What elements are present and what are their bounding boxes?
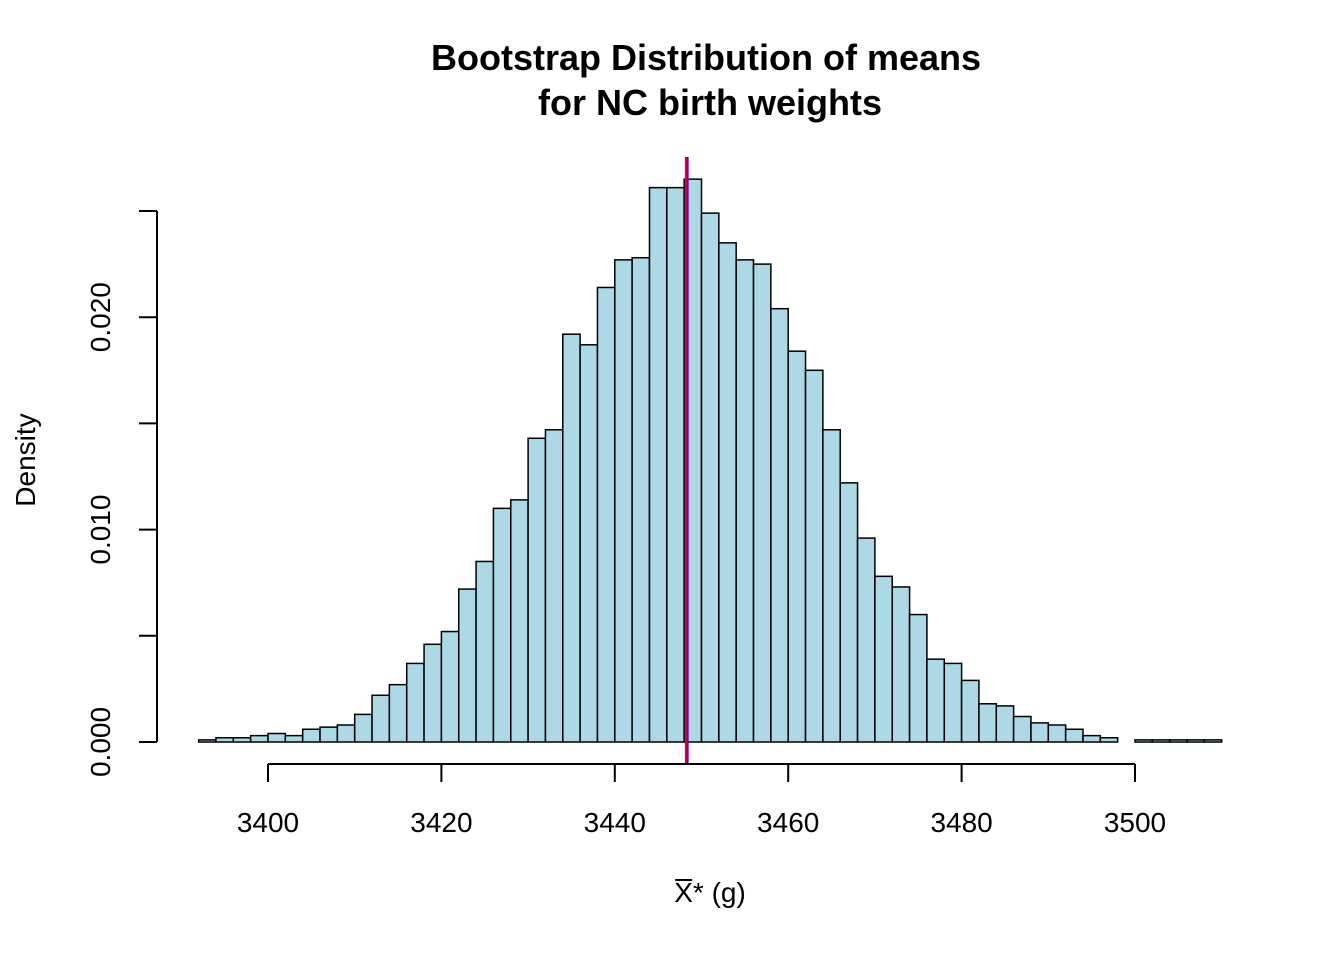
histogram-bar bbox=[943, 662, 963, 743]
reference-lines bbox=[684, 157, 689, 764]
chart-title-line-2: for NC birth weights bbox=[538, 82, 882, 123]
histogram-bar bbox=[1099, 737, 1119, 743]
histogram-bar bbox=[960, 679, 980, 743]
histogram-bar bbox=[995, 705, 1015, 743]
histogram-bar bbox=[475, 560, 495, 743]
histogram-bar bbox=[978, 703, 998, 743]
histogram-bar bbox=[596, 286, 616, 743]
histogram-bar bbox=[787, 350, 807, 743]
histogram-bar bbox=[631, 256, 651, 743]
histogram-bar bbox=[1012, 715, 1032, 743]
histogram-bar bbox=[856, 537, 876, 743]
histogram-bar bbox=[735, 259, 755, 743]
histogram-bar bbox=[822, 429, 841, 743]
histogram-bar bbox=[284, 734, 304, 743]
y-tick-label: 0.000 bbox=[85, 707, 116, 777]
histogram-bar bbox=[423, 643, 443, 743]
y-tick-label: 0.020 bbox=[85, 282, 116, 352]
histogram-bar bbox=[527, 437, 547, 743]
histogram-bar bbox=[440, 630, 460, 743]
chart-title-line-1: Bootstrap Distribution of means bbox=[431, 37, 981, 78]
histogram-bar bbox=[718, 242, 737, 743]
histogram-bar bbox=[544, 429, 564, 743]
histogram-bar bbox=[197, 739, 217, 743]
histogram-bar bbox=[1151, 739, 1171, 743]
x-axis: 3400 3420 3440 3460 3480 3500 bbox=[237, 763, 1166, 838]
histogram-bar bbox=[371, 694, 391, 743]
histogram-bar bbox=[1064, 728, 1084, 743]
histogram-bar bbox=[908, 613, 928, 743]
histogram-bar bbox=[666, 186, 685, 743]
histogram-bar bbox=[1186, 739, 1206, 743]
histogram-bar bbox=[510, 499, 529, 743]
histogram-bar bbox=[1168, 739, 1188, 743]
x-tick-label: 3480 bbox=[930, 807, 992, 838]
histogram-bar bbox=[562, 333, 581, 743]
histogram-bar bbox=[1047, 724, 1067, 743]
histogram-bar bbox=[891, 586, 911, 743]
histogram-bar bbox=[457, 588, 477, 743]
histogram-bar bbox=[579, 344, 599, 743]
x-axis-label-suffix: * (g) bbox=[693, 877, 746, 908]
histogram-bar bbox=[215, 737, 235, 743]
histogram-bar bbox=[839, 482, 859, 743]
histogram-bars bbox=[197, 178, 1223, 743]
y-axis: 0.000 0.010 0.020 bbox=[85, 210, 158, 777]
histogram-bar bbox=[874, 575, 893, 743]
histogram-bar bbox=[267, 732, 287, 743]
histogram-bar bbox=[752, 263, 772, 743]
histogram-bar bbox=[804, 369, 824, 743]
x-tick-label: 3460 bbox=[757, 807, 819, 838]
histogram-bar bbox=[232, 737, 252, 743]
histogram-bar bbox=[770, 307, 789, 743]
histogram-bar bbox=[926, 658, 946, 743]
x-tick-label: 3400 bbox=[237, 807, 299, 838]
histogram-bar bbox=[1082, 734, 1102, 743]
histogram-bar bbox=[1134, 739, 1154, 743]
x-axis-label: X* (g) bbox=[674, 877, 746, 908]
histogram-bar bbox=[1030, 722, 1050, 743]
histogram-bar bbox=[353, 713, 373, 743]
histogram-bar bbox=[249, 734, 269, 743]
y-tick-label: 0.010 bbox=[85, 495, 116, 565]
histogram-bar bbox=[492, 507, 512, 743]
x-tick-label: 3500 bbox=[1104, 807, 1166, 838]
x-tick-label: 3420 bbox=[410, 807, 472, 838]
histogram-bar bbox=[336, 724, 356, 743]
histogram-bar bbox=[1203, 739, 1223, 743]
x-axis-label-symbol: X bbox=[674, 877, 693, 908]
histogram-bar bbox=[301, 728, 321, 743]
histogram-bar bbox=[614, 259, 633, 743]
histogram-bar bbox=[388, 683, 408, 743]
histogram-bar bbox=[648, 186, 668, 743]
histogram-bar bbox=[319, 726, 339, 743]
y-axis-label: Density bbox=[10, 413, 41, 506]
histogram-bar bbox=[405, 662, 425, 743]
x-tick-label: 3440 bbox=[584, 807, 646, 838]
histogram-bar bbox=[700, 212, 720, 743]
